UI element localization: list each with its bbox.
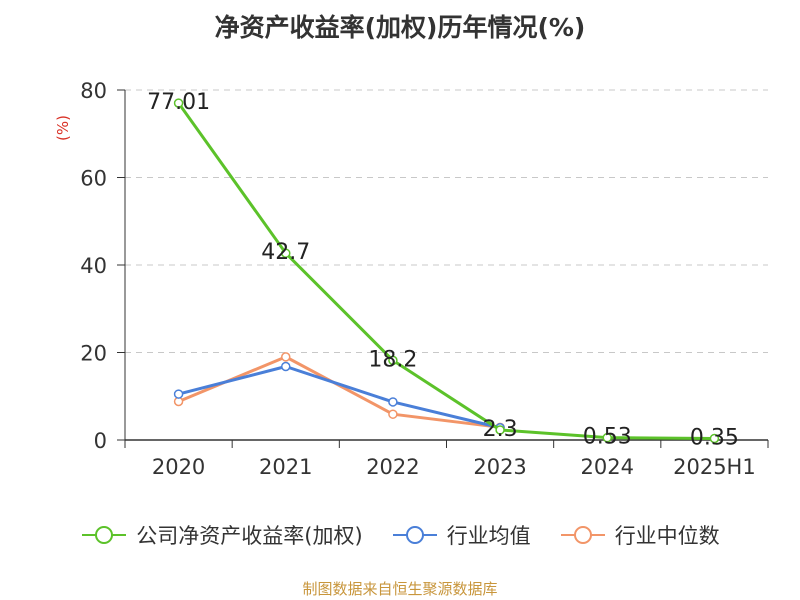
x-tick-label: 2024 (581, 455, 634, 479)
series-point-0[interactable] (388, 355, 398, 366)
series-layer (173, 98, 720, 444)
x-tick-label: 2021 (259, 455, 312, 479)
y-tick-label: 80 (80, 79, 107, 103)
x-tick-label: 2023 (473, 455, 526, 479)
y-tick-label: 20 (80, 342, 107, 366)
series-line-1 (178, 365, 501, 430)
data-label: 18.2 (368, 347, 417, 372)
series-point-1[interactable] (388, 397, 398, 407)
data-label: 0.53 (583, 425, 632, 450)
data-label: 77.01 (147, 90, 210, 115)
x-tick-label: 2020 (152, 455, 205, 479)
legend-label-company: 公司净资产收益率(加权) (136, 524, 363, 548)
y-tick-label: 40 (80, 254, 107, 278)
legend-label-industry-average: 行业均值 (446, 524, 531, 548)
series-point-0[interactable] (281, 248, 291, 258)
legend-marker-company (82, 526, 127, 544)
series-point-2[interactable] (388, 409, 398, 419)
chart-title: 净资产收益率(加权)历年情况(%) (214, 13, 586, 42)
legend-item-company[interactable]: 公司净资产收益率(加权) (80, 520, 363, 550)
x-tick-label: 2025H1 (673, 455, 756, 479)
footer-source: 制图数据来自恒生聚源数据库 (302, 580, 498, 598)
legend-marker-industry-average (392, 526, 437, 544)
y-tick-label: 60 (80, 167, 107, 191)
legend-item-industry-average[interactable]: 行业均值 (391, 520, 531, 550)
series-point-2[interactable] (281, 352, 291, 362)
y-axis-label: (%) (54, 115, 72, 141)
legend-label-industry-median: 行业中位数 (614, 524, 720, 548)
legend-item-industry-median[interactable]: 行业中位数 (559, 520, 720, 550)
label-layer: 77.01 42.7 18.2 2.3 0.53 0.35 (147, 90, 739, 450)
x-tick-label: 2022 (366, 455, 419, 479)
y-tick-label: 0 (94, 429, 107, 453)
grid-layer (125, 89, 768, 353)
data-label: 0.35 (690, 425, 739, 450)
series-point-1[interactable] (173, 389, 184, 399)
series-line-0 (177, 102, 715, 440)
series-point-1[interactable] (281, 361, 291, 372)
series-point-0[interactable] (173, 98, 184, 108)
axis-layer: 0 20 40 60 80 2020 2021 2022 2023 2024 2025H1 (%) (54, 79, 769, 479)
series-point-0[interactable] (602, 432, 612, 443)
data-label: 2.3 (483, 417, 518, 442)
series-point-0[interactable] (709, 433, 720, 444)
line-chart: 0 20 40 60 80 2020 2021 2022 2023 2024 2025H1 (%) 7… (54, 79, 769, 479)
series-point-0[interactable] (495, 425, 505, 435)
data-label: 42.7 (261, 240, 310, 265)
legend: 公司净资产收益率(加权) 行业均值 行业中位数 (0, 520, 800, 550)
legend-marker-industry-median (560, 526, 605, 544)
